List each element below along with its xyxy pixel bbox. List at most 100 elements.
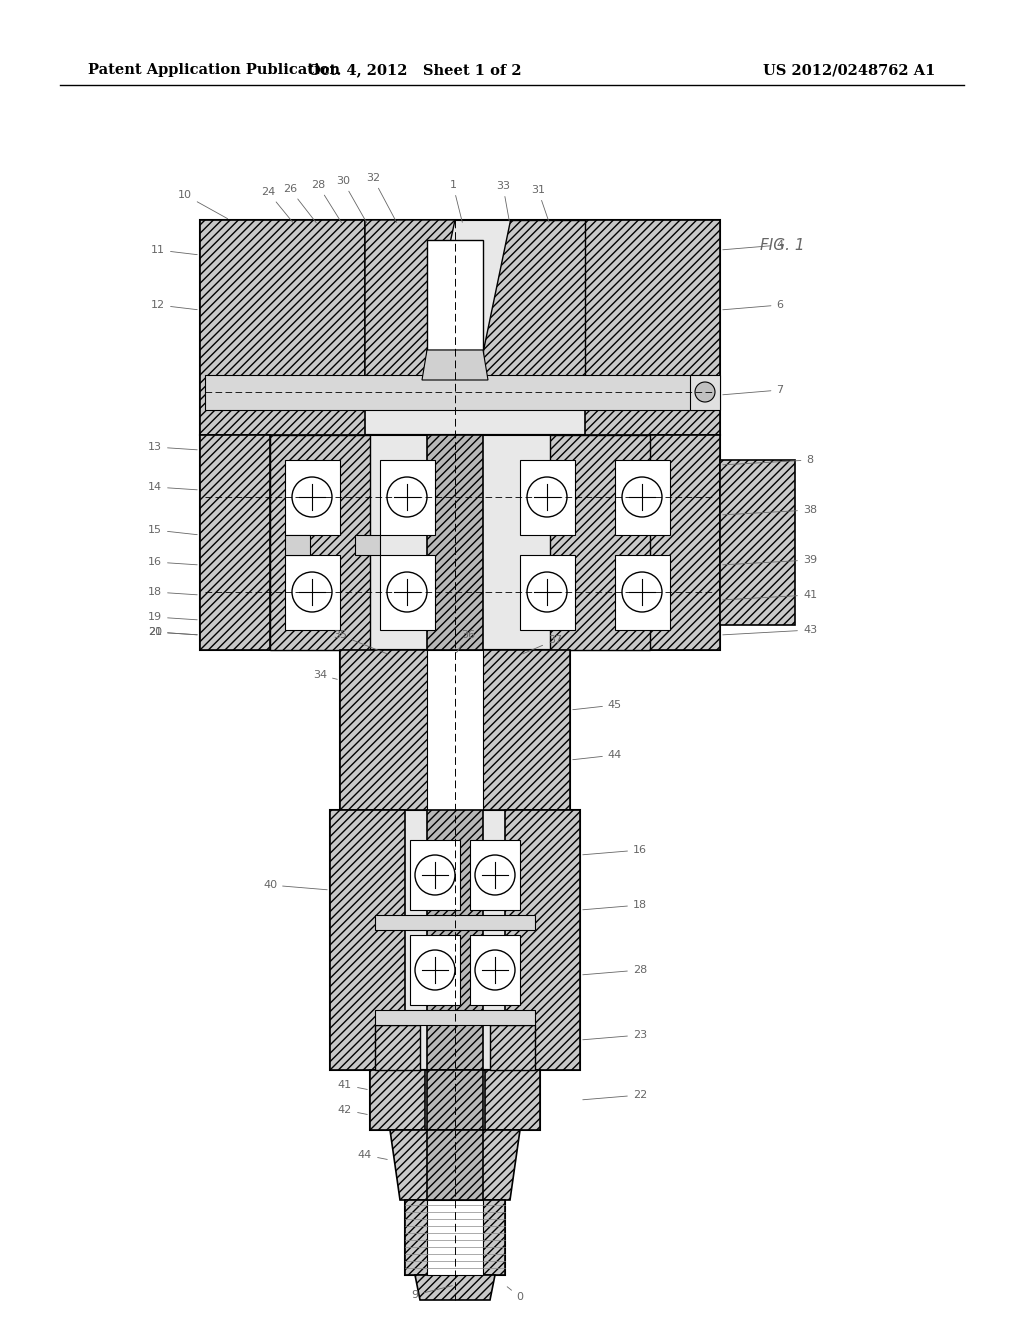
Bar <box>427 1130 483 1200</box>
Text: Patent Application Publication: Patent Application Publication <box>88 63 340 77</box>
Text: FIG. 1: FIG. 1 <box>760 238 805 252</box>
Bar <box>375 915 535 931</box>
Text: 14: 14 <box>147 482 198 492</box>
Bar <box>520 459 575 535</box>
Text: 16: 16 <box>148 557 198 568</box>
Bar <box>550 436 650 649</box>
Bar <box>427 1200 483 1275</box>
Circle shape <box>527 477 567 517</box>
Circle shape <box>475 855 515 895</box>
Text: 32: 32 <box>366 173 396 223</box>
Text: 42: 42 <box>338 1105 368 1115</box>
Text: 13: 13 <box>148 442 198 451</box>
Polygon shape <box>365 220 455 385</box>
Bar <box>285 535 310 554</box>
Bar <box>375 1026 420 1071</box>
Bar <box>270 436 370 649</box>
Bar <box>427 240 483 350</box>
Text: 34: 34 <box>313 671 337 680</box>
Bar <box>690 375 720 411</box>
Circle shape <box>622 477 662 517</box>
Circle shape <box>292 477 332 517</box>
Bar <box>380 459 435 535</box>
Bar <box>427 810 483 1071</box>
Text: 1: 1 <box>450 180 462 222</box>
Bar <box>427 436 483 649</box>
Bar <box>330 810 406 1071</box>
Text: 33: 33 <box>496 181 510 222</box>
Text: 21: 21 <box>147 627 198 638</box>
Bar <box>375 1010 535 1026</box>
Text: 37: 37 <box>522 635 562 653</box>
Text: 30: 30 <box>336 176 367 223</box>
Bar <box>340 649 430 810</box>
Text: 36: 36 <box>457 630 475 652</box>
Bar <box>285 554 340 630</box>
Text: 44: 44 <box>572 750 623 760</box>
Text: 7: 7 <box>723 385 783 395</box>
Circle shape <box>475 950 515 990</box>
Bar <box>427 1071 483 1130</box>
Text: 15: 15 <box>148 525 198 535</box>
Text: 24: 24 <box>261 187 293 223</box>
Text: 44: 44 <box>357 1150 387 1160</box>
Text: 10: 10 <box>178 190 227 219</box>
Polygon shape <box>415 1275 495 1300</box>
Bar <box>470 935 520 1005</box>
Polygon shape <box>390 1130 520 1200</box>
Bar <box>330 810 580 1071</box>
Bar <box>480 1200 505 1275</box>
Text: 38: 38 <box>723 506 817 515</box>
Bar <box>720 459 795 624</box>
Text: 41: 41 <box>338 1080 368 1090</box>
Text: 22: 22 <box>583 1090 647 1100</box>
Text: 8: 8 <box>723 455 813 465</box>
Bar <box>340 649 570 810</box>
Bar <box>200 436 720 649</box>
Text: 45: 45 <box>572 700 622 710</box>
Bar <box>410 935 460 1005</box>
Text: 20: 20 <box>147 627 198 638</box>
Text: 35: 35 <box>333 630 387 653</box>
Circle shape <box>622 572 662 612</box>
Bar <box>505 810 580 1071</box>
Text: 43: 43 <box>723 624 817 635</box>
Bar <box>200 220 365 436</box>
Text: 19: 19 <box>147 612 198 622</box>
Bar <box>650 436 720 649</box>
Bar <box>410 840 460 909</box>
Text: 28: 28 <box>583 965 647 975</box>
Bar <box>470 840 520 909</box>
Bar <box>406 1200 505 1275</box>
Bar <box>615 459 670 535</box>
Bar <box>370 1071 425 1130</box>
Text: 39: 39 <box>723 554 817 565</box>
Bar <box>380 554 435 630</box>
Bar <box>370 1071 540 1130</box>
Bar <box>285 459 340 535</box>
Text: 9: 9 <box>412 1286 453 1300</box>
Circle shape <box>527 572 567 612</box>
Text: Oct. 4, 2012   Sheet 1 of 2: Oct. 4, 2012 Sheet 1 of 2 <box>308 63 522 77</box>
Bar <box>520 554 575 630</box>
Circle shape <box>695 381 715 403</box>
Polygon shape <box>422 350 488 380</box>
Text: 18: 18 <box>147 587 198 597</box>
Bar <box>200 220 720 436</box>
Text: 23: 23 <box>583 1030 647 1040</box>
Circle shape <box>387 477 427 517</box>
Bar <box>200 436 270 649</box>
Bar <box>427 649 483 810</box>
Text: 16: 16 <box>583 845 647 855</box>
Bar <box>406 1200 430 1275</box>
Text: US 2012/0248762 A1: US 2012/0248762 A1 <box>763 63 935 77</box>
Bar <box>490 1026 535 1071</box>
Circle shape <box>387 572 427 612</box>
Bar <box>480 649 570 810</box>
Bar <box>205 375 715 411</box>
Circle shape <box>292 572 332 612</box>
Text: 28: 28 <box>311 180 342 223</box>
Text: 40: 40 <box>263 880 328 890</box>
Text: 0: 0 <box>507 1287 523 1302</box>
Text: 11: 11 <box>151 246 198 255</box>
